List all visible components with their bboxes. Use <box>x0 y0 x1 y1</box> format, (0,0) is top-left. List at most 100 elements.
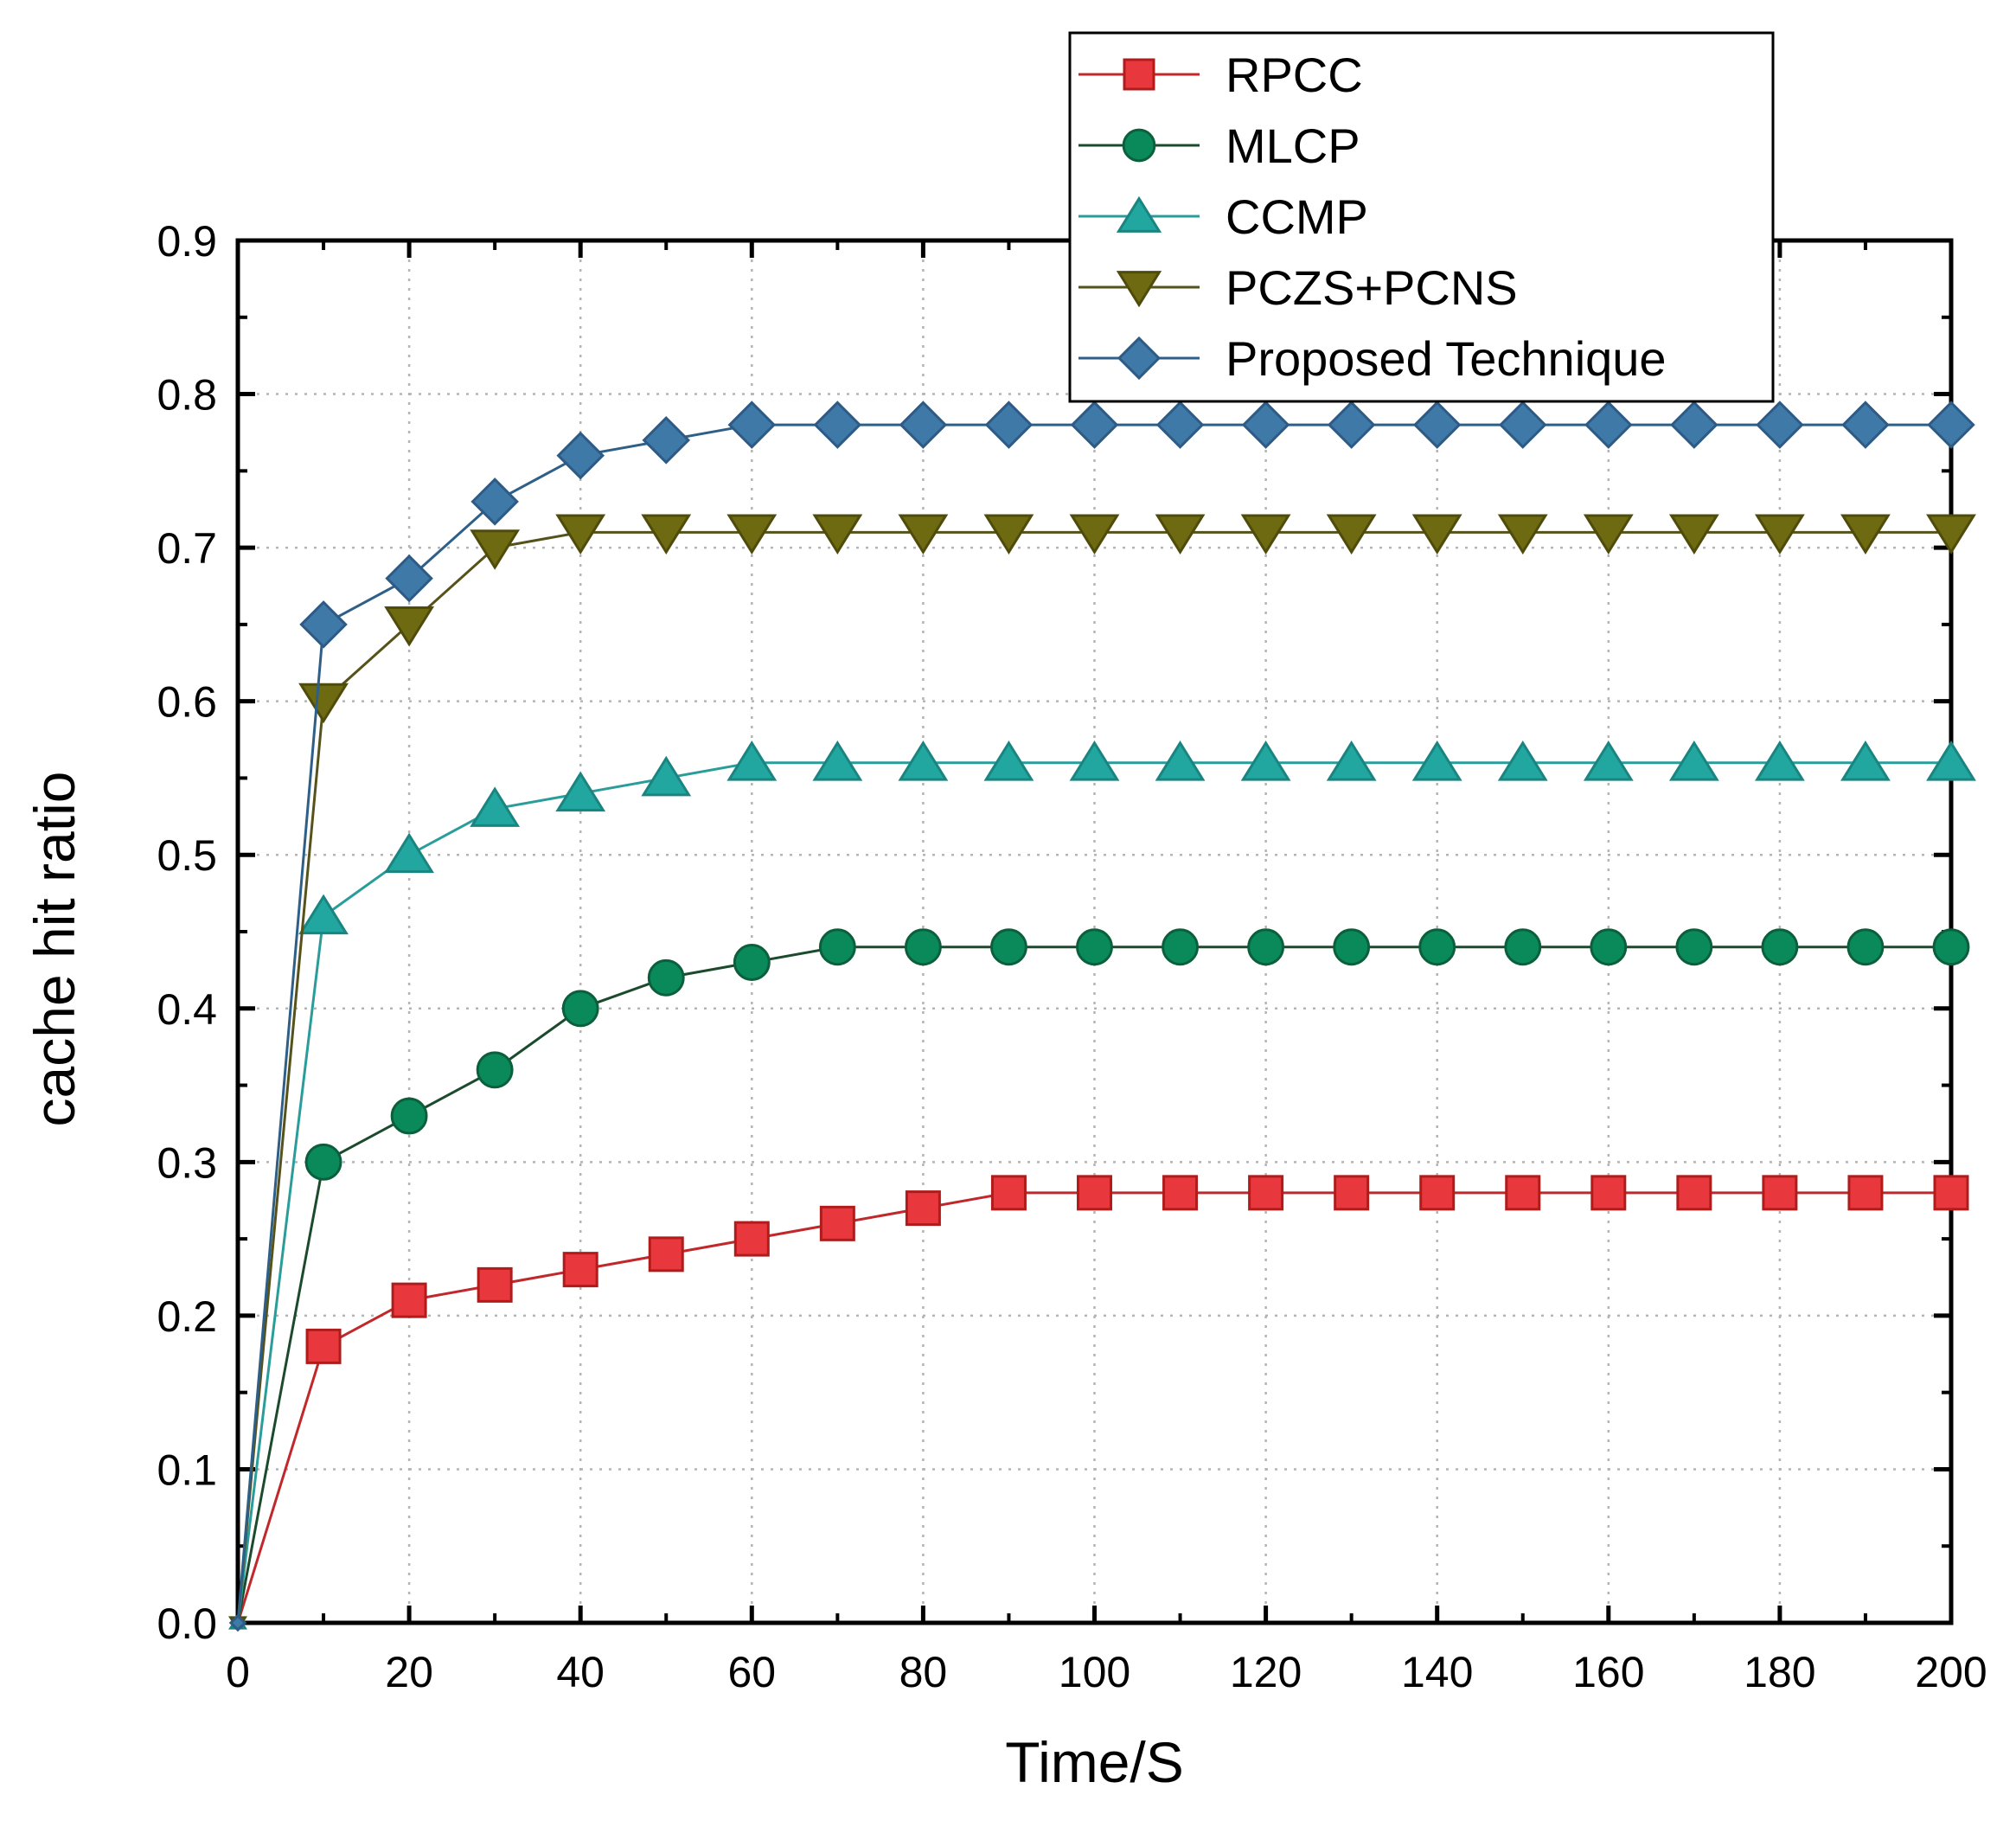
data-point <box>1123 58 1155 91</box>
legend-label: RPCC <box>1226 48 1363 102</box>
data-point <box>898 740 949 781</box>
data-point <box>733 1221 770 1257</box>
data-point <box>647 958 685 997</box>
y-tick-label: 0.3 <box>157 1138 217 1187</box>
y-tick-label: 0.5 <box>157 831 217 880</box>
data-point <box>1761 928 1799 966</box>
data-point <box>1069 740 1120 781</box>
data-point <box>1069 514 1120 555</box>
data-point <box>1675 928 1713 966</box>
data-point <box>1117 336 1162 381</box>
data-point <box>641 755 692 797</box>
data-point <box>556 431 605 480</box>
data-point <box>818 928 856 966</box>
data-point <box>470 478 519 526</box>
legend-item: PCZS+PCNS <box>1078 260 1518 315</box>
data-point <box>1162 928 1200 966</box>
data-point <box>1333 928 1371 966</box>
data-point <box>984 401 1034 449</box>
data-point <box>299 600 348 649</box>
y-axis-title: cache hit ratio <box>22 772 86 1127</box>
data-point <box>1076 928 1113 966</box>
data-point <box>298 894 349 935</box>
data-point <box>813 401 862 449</box>
data-point <box>1070 401 1119 449</box>
data-point <box>1162 1175 1199 1211</box>
data-point <box>1116 196 1162 233</box>
data-point <box>1590 928 1628 966</box>
data-point <box>385 554 433 603</box>
data-point <box>476 1051 514 1089</box>
data-point <box>1676 1175 1712 1211</box>
data-point <box>1412 401 1462 449</box>
legend-item: RPCC <box>1078 48 1363 102</box>
data-point <box>470 786 521 827</box>
y-tick-label: 0.8 <box>157 371 217 420</box>
legend-label: CCMP <box>1226 189 1368 244</box>
data-point <box>1933 1175 1969 1211</box>
data-point <box>390 1097 428 1135</box>
data-point <box>298 683 349 724</box>
data-point <box>1241 401 1290 449</box>
data-point <box>727 401 777 449</box>
data-point <box>983 514 1034 555</box>
data-point <box>1155 740 1206 781</box>
data-point <box>1504 928 1542 966</box>
data-point <box>561 990 599 1028</box>
x-tick-label: 40 <box>556 1648 605 1696</box>
series-ccmp <box>228 740 1976 1630</box>
data-point <box>726 740 778 781</box>
data-point <box>983 740 1034 781</box>
data-point <box>904 928 942 966</box>
x-tick-label: 0 <box>226 1648 250 1696</box>
data-point <box>304 1143 342 1181</box>
data-point <box>1155 514 1206 555</box>
data-point <box>1754 514 1805 555</box>
data-point <box>555 771 606 812</box>
y-tick-label: 0.6 <box>157 678 217 727</box>
data-point <box>1846 928 1885 966</box>
data-point <box>899 401 948 449</box>
x-tick-label: 20 <box>385 1648 433 1696</box>
data-point <box>1762 1175 1798 1211</box>
data-point <box>641 514 692 555</box>
series-group <box>228 401 1976 1632</box>
data-point <box>1584 401 1633 449</box>
data-point <box>1077 1175 1112 1211</box>
data-point <box>477 1266 513 1303</box>
y-tick-label: 0.1 <box>157 1446 217 1494</box>
data-point <box>1240 514 1291 555</box>
data-point <box>1754 740 1805 781</box>
legend-item: MLCP <box>1078 119 1360 173</box>
x-tick-label: 160 <box>1572 1648 1644 1696</box>
data-point <box>555 514 606 555</box>
x-tick-label: 80 <box>899 1648 948 1696</box>
data-point <box>1327 401 1376 449</box>
data-point <box>1505 1175 1541 1211</box>
data-point <box>305 1328 342 1364</box>
data-point <box>726 514 778 555</box>
data-point <box>1841 401 1890 449</box>
data-point <box>1847 1175 1884 1211</box>
data-point <box>905 1190 941 1227</box>
y-tick-label: 0.2 <box>157 1292 217 1341</box>
x-axis-title: Time/S <box>1005 1730 1184 1794</box>
x-tick-label: 60 <box>727 1648 776 1696</box>
data-point <box>1670 401 1718 449</box>
y-tick-label: 0.0 <box>157 1599 217 1648</box>
data-point <box>1411 740 1462 781</box>
data-point <box>391 1282 427 1318</box>
data-point <box>1583 514 1634 555</box>
axis-ticks: 0 20 40 60 80 100 120 140 160 180 200 0.0 0.1 0.2 0.3 0… <box>157 217 1987 1696</box>
data-point <box>1155 401 1205 449</box>
data-point <box>1497 740 1548 781</box>
data-point <box>1247 928 1285 966</box>
legend-item: CCMP <box>1078 189 1368 244</box>
data-point <box>1926 514 1976 555</box>
legend: RPCC MLCP CCMP PCZS+PCNS Proposed Technique <box>1068 31 1775 403</box>
data-point <box>1418 928 1456 966</box>
series-rpcc <box>231 1175 1969 1630</box>
legend-label: Proposed Technique <box>1226 331 1667 386</box>
data-point <box>228 1613 247 1632</box>
